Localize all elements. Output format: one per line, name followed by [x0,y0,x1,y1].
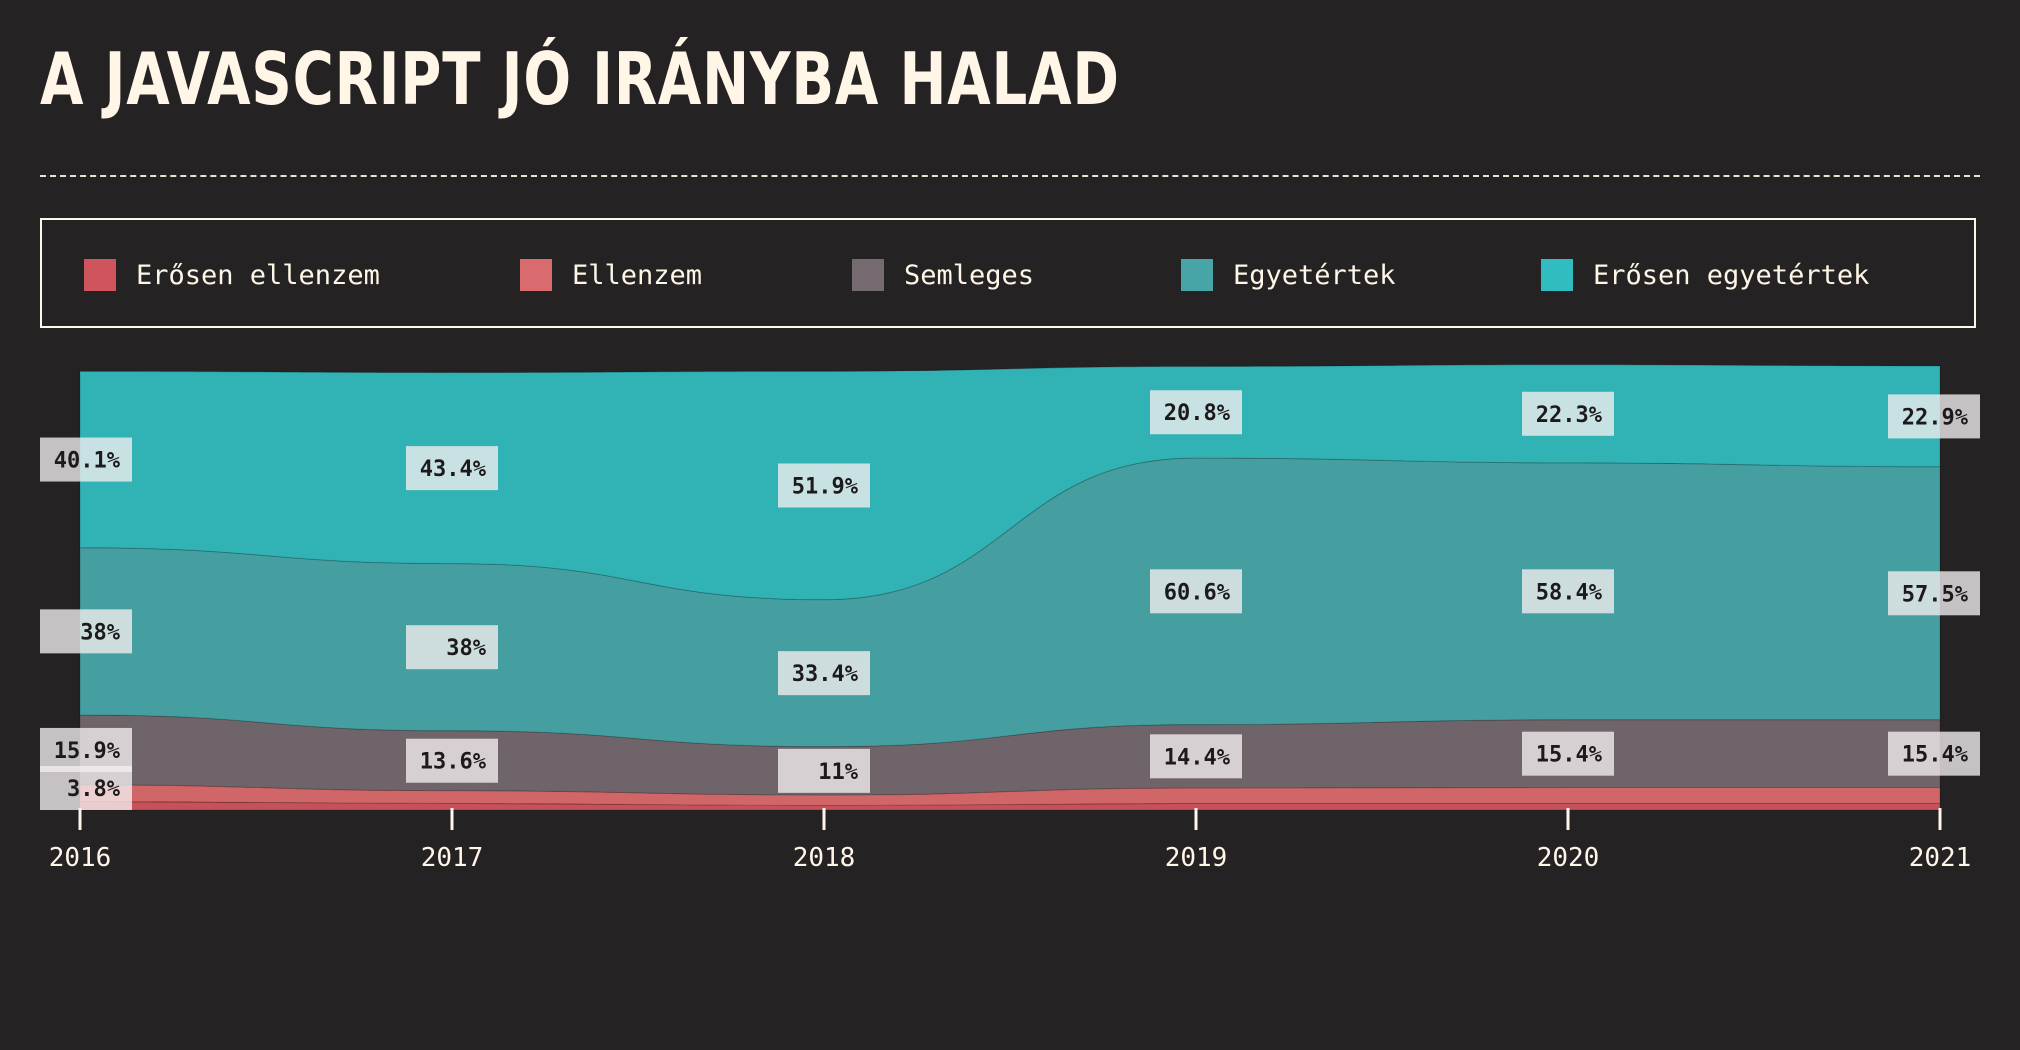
area-ellenzem [79,784,1941,807]
data-label-text: 51.9% [792,475,859,500]
legend-swatch-disagree [520,259,552,291]
chart-legend: Erősen ellenzem Ellenzem Semleges Egyeté… [40,218,1976,328]
data-label-box [778,748,870,793]
area-semleges [79,714,1941,796]
data-label-text: 15.4% [1536,743,1603,768]
data-label-box [40,609,132,654]
data-label-text: 22.9% [1902,405,1969,430]
data-label-text: 43.4% [420,457,487,482]
data-label: 3.8% [40,766,132,810]
legend-swatch-agree [1181,259,1213,291]
data-label: 43.4% [406,446,498,491]
legend-swatch-neutral [852,259,884,291]
data-label-text: 58.4% [1536,580,1603,605]
data-label-box [406,738,498,783]
data-label-text: 13.6% [420,750,487,775]
data-label: 57.5% [1888,571,1980,616]
data-label-text: 11% [818,760,858,785]
legend-swatch-strongly-agree [1541,259,1573,291]
data-label: 15.4% [1522,731,1614,776]
data-label: 13.6% [406,738,498,783]
data-label: 38% [406,625,498,670]
legend-label-strongly-agree: Erősen egyetértek [1593,259,1870,291]
legend-label-strongly-disagree: Erősen ellenzem [136,259,380,291]
data-label: 22.9% [1888,394,1980,439]
area-erosen-egyetertek [79,364,1941,601]
legend-swatch-strongly-disagree [84,259,116,291]
data-label-box [1522,731,1614,776]
legend-label-disagree: Ellenzem [572,259,703,291]
data-label-text: 15.4% [1902,743,1969,768]
x-tick-label: 2020 [1537,843,1600,873]
legend-label-neutral: Semleges [904,259,1035,291]
data-label-text: 3.8% [67,777,121,802]
data-label-box [1522,569,1614,614]
legend-label-agree: Egyetértek [1233,259,1396,291]
data-label-text: 20.8% [1164,401,1231,426]
data-label-box [1888,571,1980,616]
data-label: 33.4% [778,651,870,696]
data-label: 14.4% [1150,734,1242,779]
x-tick-label: 2017 [421,843,484,873]
data-label-box [778,651,870,696]
data-label-box [406,625,498,670]
data-label-box [778,463,870,508]
data-label: 20.8% [1150,390,1242,435]
data-label: 15.4% [1888,731,1980,776]
data-label-text: 22.3% [1536,403,1603,428]
data-label-box [40,727,132,772]
data-label-box [1888,394,1980,439]
title-divider [40,175,1980,177]
legend-item-agree: Egyetértek [1181,259,1396,291]
x-tick-label: 2021 [1909,843,1972,873]
x-tick-label: 2016 [49,843,112,873]
legend-item-neutral: Semleges [852,259,1034,291]
data-label-text: 14.4% [1164,745,1231,770]
data-label-box [1150,734,1242,779]
data-label-text: 38% [446,636,486,661]
data-label: 15.9% [40,727,132,772]
data-label: 60.6% [1150,569,1242,614]
x-tick-label: 2019 [1165,843,1228,873]
chart-title: A JAVASCRIPT JÓ IRÁNYBA HALAD [40,37,1120,121]
data-label-text: 33.4% [792,662,859,687]
legend-item-strongly-disagree: Erősen ellenzem [84,259,380,291]
data-label-box [1150,569,1242,614]
data-label: 51.9% [778,463,870,508]
data-label-text: 15.9% [54,739,121,764]
data-label-box [40,437,132,482]
data-label-box [1522,391,1614,436]
x-tick-label: 2018 [793,843,856,873]
data-label: 22.3% [1522,391,1614,436]
data-label: 11% [778,748,870,793]
data-label: 40.1% [40,437,132,482]
data-label-box [40,766,132,810]
legend-item-strongly-agree: Erősen egyetértek [1541,259,1869,291]
data-label-text: 40.1% [54,449,121,474]
data-label-box [1888,731,1980,776]
legend-item-disagree: Ellenzem [520,259,702,291]
data-label: 38% [40,609,132,654]
data-label-text: 60.6% [1164,580,1231,605]
data-label-text: 57.5% [1902,582,1969,607]
data-label-box [1150,390,1242,435]
data-label: 58.4% [1522,569,1614,614]
data-label-box [406,446,498,491]
data-label-text: 38% [80,620,120,645]
